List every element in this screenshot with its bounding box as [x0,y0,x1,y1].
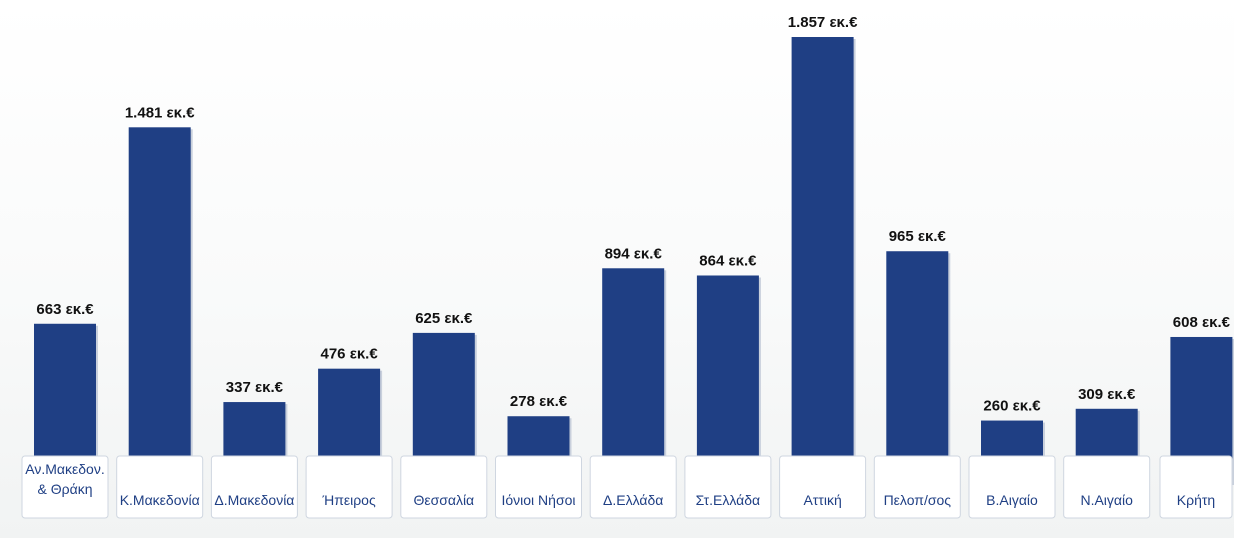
category-box-13 [1159,455,1233,519]
category-labels-group: Αν.Μακεδον. & Θράκη Κ.Μακεδονία Δ.Μακεδονία… [21,455,1233,519]
value-labels-group: 663 εκ.€ 1.481 εκ.€ 337 εκ.€ 476 εκ.€ 625 εκ… [36,14,1230,415]
category-label-7: Δ.Ελλάδα [603,492,663,508]
category-box-2 [116,455,204,519]
category-box-12 [1063,455,1151,519]
value-label-2: 1.481 εκ.€ [125,104,195,121]
bar-2 [128,127,191,483]
category-box-4 [305,455,393,519]
category-label-1: Αν.Μακεδον. & Θράκη [25,461,104,497]
value-label-1: 663 εκ.€ [36,301,94,318]
category-box-5 [400,455,488,519]
bar-8 [696,275,759,483]
value-label-11: 260 εκ.€ [983,398,1041,415]
value-label-13: 608 εκ.€ [1173,314,1231,331]
value-label-6: 278 εκ.€ [510,393,568,410]
category-label-3: Δ.Μακεδονία [214,492,294,508]
bar-7 [602,268,665,483]
value-label-9: 1.857 εκ.€ [788,14,858,31]
category-label-11: Β.Αιγαίο [986,492,1038,508]
category-label-10: Πελοπ/σος [884,492,952,508]
value-label-8: 864 εκ.€ [699,252,757,269]
value-label-12: 309 εκ.€ [1078,386,1136,403]
category-box-3 [210,455,298,519]
category-label-13: Κρήτη [1177,492,1215,508]
category-box-11 [968,455,1056,519]
bar-9 [791,37,854,483]
value-label-10: 965 εκ.€ [889,228,947,245]
value-label-3: 337 εκ.€ [226,379,284,396]
category-box-7 [589,455,677,519]
value-label-4: 476 εκ.€ [321,346,379,363]
value-label-5: 625 εκ.€ [415,310,473,327]
category-label-6: Ιόνιοι Νήσοι [501,492,575,508]
category-label-9: Αττική [803,492,841,508]
category-label-12: Ν.Αιγαίο [1080,492,1133,508]
value-label-7: 894 εκ.€ [605,245,663,262]
category-label-8: Στ.Ελλάδα [696,492,761,508]
bar-10 [886,251,949,483]
category-label-5: Θεσσαλία [413,492,474,508]
category-box-8 [684,455,772,519]
category-box-9 [779,455,867,519]
category-box-6 [495,455,582,519]
category-box-10 [873,455,961,519]
category-box-1 [21,455,109,519]
category-label-2: Κ.Μακεδονία [120,492,200,508]
category-label-4: Ήπειρος [321,492,375,508]
